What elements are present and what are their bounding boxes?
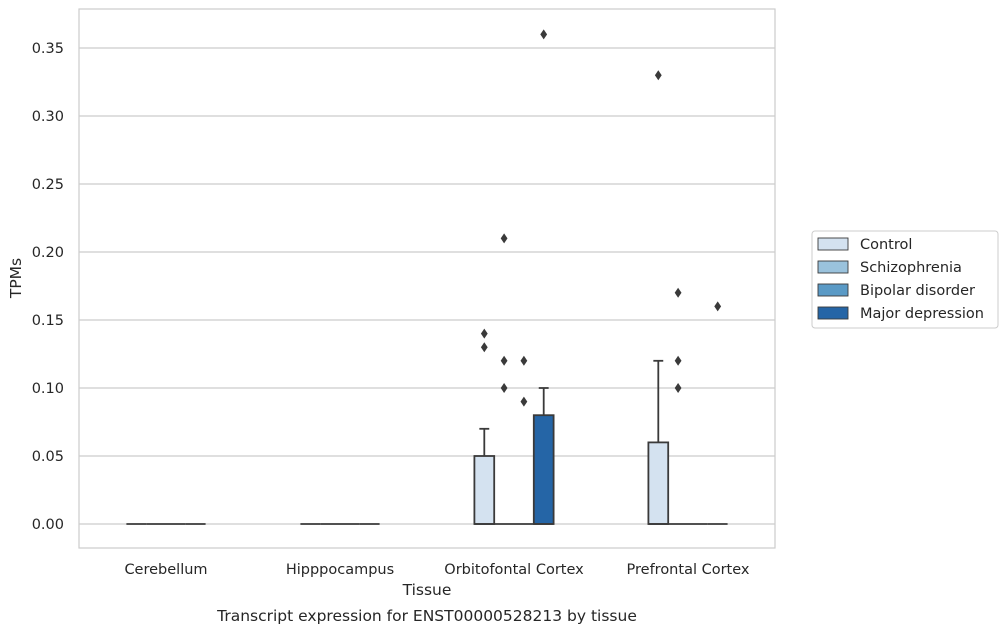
box (532, 414, 555, 525)
plot-area (79, 9, 775, 548)
chart-caption: Transcript expression for ENST0000052821… (216, 607, 637, 625)
legend-swatch (817, 260, 849, 274)
y-tick-label: 0.30 (32, 109, 64, 125)
outlier-point (674, 383, 682, 393)
box-group (668, 287, 688, 525)
outlier-point (480, 342, 488, 353)
y-tick-label: 0.05 (32, 449, 64, 465)
outlier-point (500, 383, 508, 393)
x-tick-labels: Cerebellum Hipppocampus Orbitofontal Corte… (124, 562, 749, 578)
x-axis-title: Tissue (402, 581, 452, 599)
outlier-point (520, 396, 528, 407)
outlier-point (654, 70, 662, 81)
outlier-point (674, 355, 682, 366)
legend-swatch (817, 237, 849, 251)
legend: Control Schizophrenia Bipolar disorder Majo… (811, 230, 999, 329)
legend-label: Control (860, 237, 912, 253)
y-tick-label: 0.35 (32, 41, 64, 57)
x-tick-label: Prefrontal Cortex (627, 562, 750, 578)
y-tick-label: 0.00 (32, 517, 64, 533)
outlier-point (674, 287, 682, 298)
outlier-point (520, 355, 528, 366)
grid-lines (79, 47, 775, 525)
legend-label: Major depression (860, 306, 984, 322)
y-axis-title: TPMs (7, 258, 25, 299)
y-tick-label: 0.25 (32, 177, 64, 193)
box-group (494, 233, 514, 525)
outlier-point (500, 233, 508, 244)
x-tick-label: Hipppocampus (286, 562, 394, 578)
box (473, 455, 496, 525)
boxes (126, 29, 728, 525)
box-group (647, 70, 670, 525)
box-group (514, 355, 534, 525)
legend-frame (811, 230, 999, 329)
box-group (473, 328, 496, 525)
y-tick-label: 0.10 (32, 381, 64, 397)
plot-frame (78, 8, 776, 549)
y-tick-label: 0.15 (32, 313, 64, 329)
outlier-point (500, 355, 508, 366)
outlier-point (480, 328, 488, 339)
box (647, 441, 670, 525)
x-tick-label: Cerebellum (124, 562, 207, 578)
outlier-point (714, 301, 722, 312)
legend-swatch (817, 283, 849, 297)
legend-label: Schizophrenia (860, 260, 962, 276)
box-group (532, 29, 555, 525)
y-tick-label: 0.20 (32, 245, 64, 261)
outlier-point (540, 29, 548, 40)
y-tick-labels: 0.00 0.05 0.10 0.15 0.20 0.25 0.30 0.35 (32, 41, 64, 533)
legend-swatch (817, 306, 849, 320)
legend-label: Bipolar disorder (860, 283, 975, 299)
x-tick-label: Orbitofontal Cortex (444, 562, 584, 578)
box-group (707, 301, 728, 525)
